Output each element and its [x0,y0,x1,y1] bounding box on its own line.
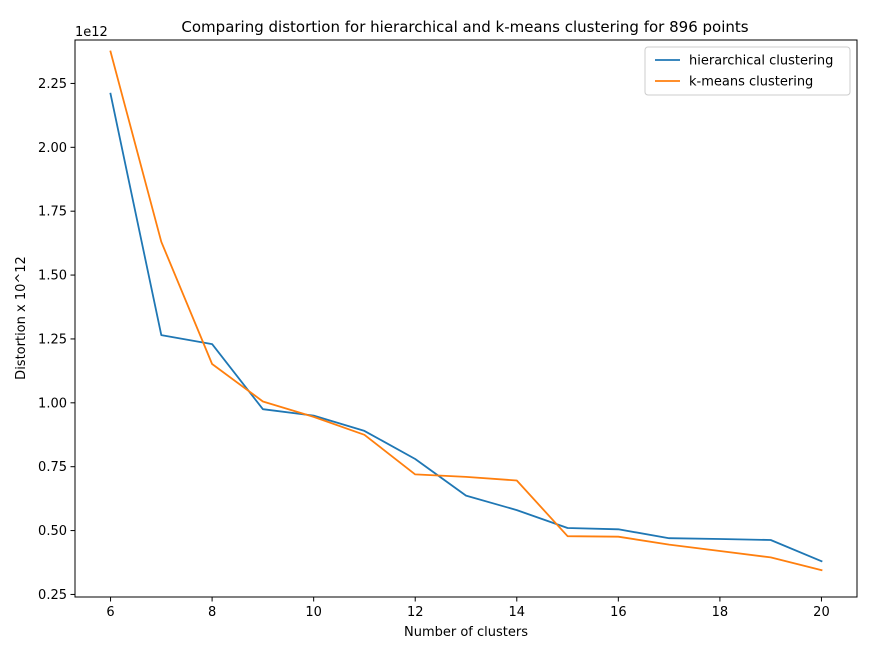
x-tick-label: 14 [509,605,526,620]
x-tick-label: 8 [208,605,216,620]
y-tick-label: 0.25 [38,588,67,603]
series-line-kmeans [109,50,823,572]
y-tick-label: 0.50 [38,524,67,539]
y-axis-label: Distortion x 10^12 [14,256,29,380]
y-tick-label: 1.25 [38,332,67,347]
y-tick-label: 2.00 [38,141,67,156]
y-tick-label: 1.00 [38,396,67,411]
y-tick-label: 1.75 [38,205,67,220]
plot-frame [74,39,858,598]
x-tick-label: 18 [712,605,729,620]
legend-label: hierarchical clustering [689,54,833,69]
x-tick-label: 12 [407,605,424,620]
plot-area: 6 8 10 12 14 16 18 20 0.25 0.50 0.75 1.00 1.25 1.50 1.… [38,39,858,620]
series-line-hierarchical [109,92,823,563]
legend-box [644,46,851,96]
x-tick-label: 10 [305,605,322,620]
x-tick-label: 6 [106,605,114,620]
legend-label: k-means clustering [689,75,813,90]
y-tick-label: 2.25 [38,77,67,92]
chart-title: Comparing distortion for hierarchical an… [181,18,748,36]
y-tick-label: 1.50 [38,269,67,284]
y-tick-label: 0.75 [38,460,67,475]
x-tick-label: 20 [813,605,830,620]
y-axis-offset-label: 1e12 [75,25,108,40]
x-axis-label: Number of clusters [404,625,528,640]
x-tick-label: 16 [610,605,627,620]
